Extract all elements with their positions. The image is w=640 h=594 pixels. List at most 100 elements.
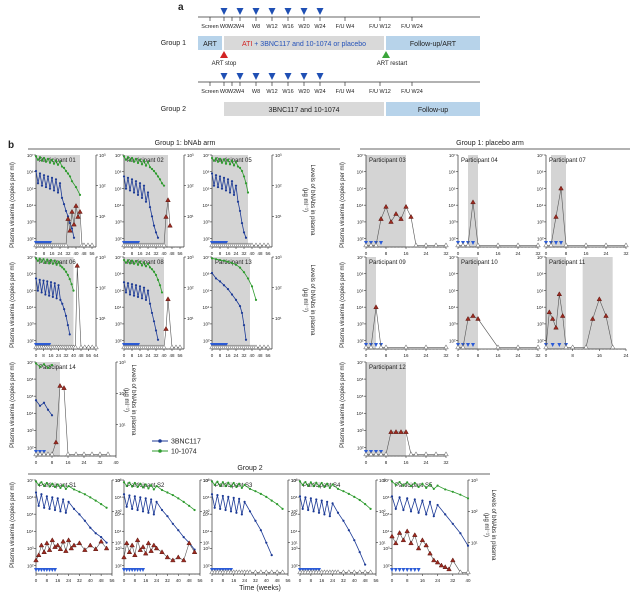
3BNC117-point <box>166 515 169 518</box>
viraemia-point <box>427 550 433 556</box>
3BNC117-point <box>128 293 132 296</box>
3BNC117-point <box>234 298 238 301</box>
x-tick-label: 16 <box>420 578 426 583</box>
y-tick-label: 10⁷ <box>27 255 34 260</box>
viraemia-point <box>398 216 404 221</box>
10-1074-point <box>235 485 238 489</box>
x-tick-label: 56 <box>265 251 271 256</box>
x-tick-label: 32 <box>153 251 159 256</box>
10-1074-point <box>254 490 257 493</box>
ylabel-row1: Plasma viraemia (copies per ml) <box>10 162 16 248</box>
10-1074-point <box>242 271 246 274</box>
treatment-shade <box>582 257 613 349</box>
y-tick-label: 10³ <box>357 220 364 225</box>
3BNC117-point <box>67 500 70 504</box>
x-tick-label: 0 <box>211 251 214 256</box>
3BNC117-point <box>229 510 233 513</box>
x-tick-label: 16 <box>403 251 409 256</box>
3BNC117-point <box>222 176 226 179</box>
10-1074-point <box>43 484 46 487</box>
10-1074-point <box>45 481 48 485</box>
legend-10-1074-marker <box>158 449 162 453</box>
10-1074-point <box>171 493 174 497</box>
10-1074-point <box>152 169 156 173</box>
viraemia-point <box>553 213 559 219</box>
x-tick-label: 32 <box>443 251 449 256</box>
3BNC117-point <box>227 495 230 498</box>
x-tick-label: 32 <box>443 460 449 465</box>
y-tick-label: 10⁷ <box>449 255 456 260</box>
viraemia-point <box>163 213 169 219</box>
x-tick-label: 48 <box>275 578 281 583</box>
x-tick-label: 0 <box>35 353 38 358</box>
group1-timepoint-label: W16 <box>282 24 293 30</box>
viraemia-point <box>85 344 92 350</box>
3BNC117-point <box>213 506 216 509</box>
3BNC117-point <box>122 281 126 284</box>
viraemia-point <box>373 304 379 310</box>
y-tick-label: 10³ <box>115 546 122 551</box>
x-tick-label: 8 <box>385 353 388 358</box>
10-1074-point <box>36 259 39 262</box>
x-tick-label: 32 <box>97 460 103 465</box>
3BNC117-point <box>259 529 262 532</box>
10-1074-point <box>160 488 164 492</box>
10-1074-point <box>160 182 164 185</box>
x-tick-label: 0 <box>365 460 368 465</box>
viraemia-point <box>164 554 171 560</box>
art-stop-label: ART stop <box>212 61 237 67</box>
3BNC117-point <box>44 185 48 189</box>
y-tick-label: 10⁷ <box>203 478 210 483</box>
participant-title: Participant 03 <box>369 158 406 164</box>
viraemia-point <box>535 344 541 350</box>
viraemia-point <box>396 530 403 535</box>
viraemia-point <box>367 569 374 575</box>
x-tick-label: 8 <box>219 251 222 256</box>
10-1074-point <box>48 161 52 164</box>
10-1074-point <box>55 263 58 266</box>
x-tick-label: 32 <box>241 251 247 256</box>
viraemia-point <box>398 429 404 434</box>
viraemia-point <box>89 451 95 457</box>
treatment-shade <box>458 257 478 349</box>
y-tick-label: 10⁶ <box>537 170 544 175</box>
x-tick-label: 24 <box>330 578 336 583</box>
10-1074-point <box>265 495 268 498</box>
10-1074-point <box>216 480 219 483</box>
y2-tick-label: 10³ <box>275 255 282 260</box>
3BNC117-point <box>214 277 218 280</box>
group2-timepoint-label: W12 <box>266 89 277 95</box>
group2-timepoint-label: W8 <box>252 89 260 95</box>
3BNC117-point <box>51 496 54 499</box>
participant-title: Participant S3 <box>215 483 253 489</box>
3BNC117-point <box>398 496 401 499</box>
10-1074-point <box>232 164 236 167</box>
10-1074-point <box>328 486 331 489</box>
y2-tick-label: 10³ <box>291 478 298 483</box>
group1-timepoint-label: W8 <box>252 24 260 30</box>
y-tick-label: 10⁴ <box>291 529 298 534</box>
viraemia-point <box>252 569 259 575</box>
y-tick-label: 10⁶ <box>537 272 544 277</box>
y-tick-label: 10⁶ <box>357 170 364 175</box>
10-1074-point <box>224 162 228 165</box>
x-tick-label: 0 <box>123 578 126 583</box>
x-tick-label: 0 <box>211 578 214 583</box>
3BNC117-point <box>152 320 156 323</box>
10-1074-point <box>236 165 240 168</box>
10-1074-point <box>40 481 43 484</box>
3BNC117-point <box>270 554 273 557</box>
viraemia-point <box>165 197 171 202</box>
10-1074-point <box>44 160 48 163</box>
10-1074-point <box>144 483 147 486</box>
viraemia-point <box>558 185 564 191</box>
10-1074-point <box>238 166 242 169</box>
viraemia-point <box>388 429 394 434</box>
y-tick-label: 10⁴ <box>115 529 122 534</box>
x-tick-label: 0 <box>35 460 38 465</box>
10-1074-point <box>48 485 51 488</box>
3BNC117-point <box>48 507 51 510</box>
x-tick-label: 8 <box>131 353 134 358</box>
viraemia-point <box>378 216 384 221</box>
10-1074-point <box>64 487 67 490</box>
